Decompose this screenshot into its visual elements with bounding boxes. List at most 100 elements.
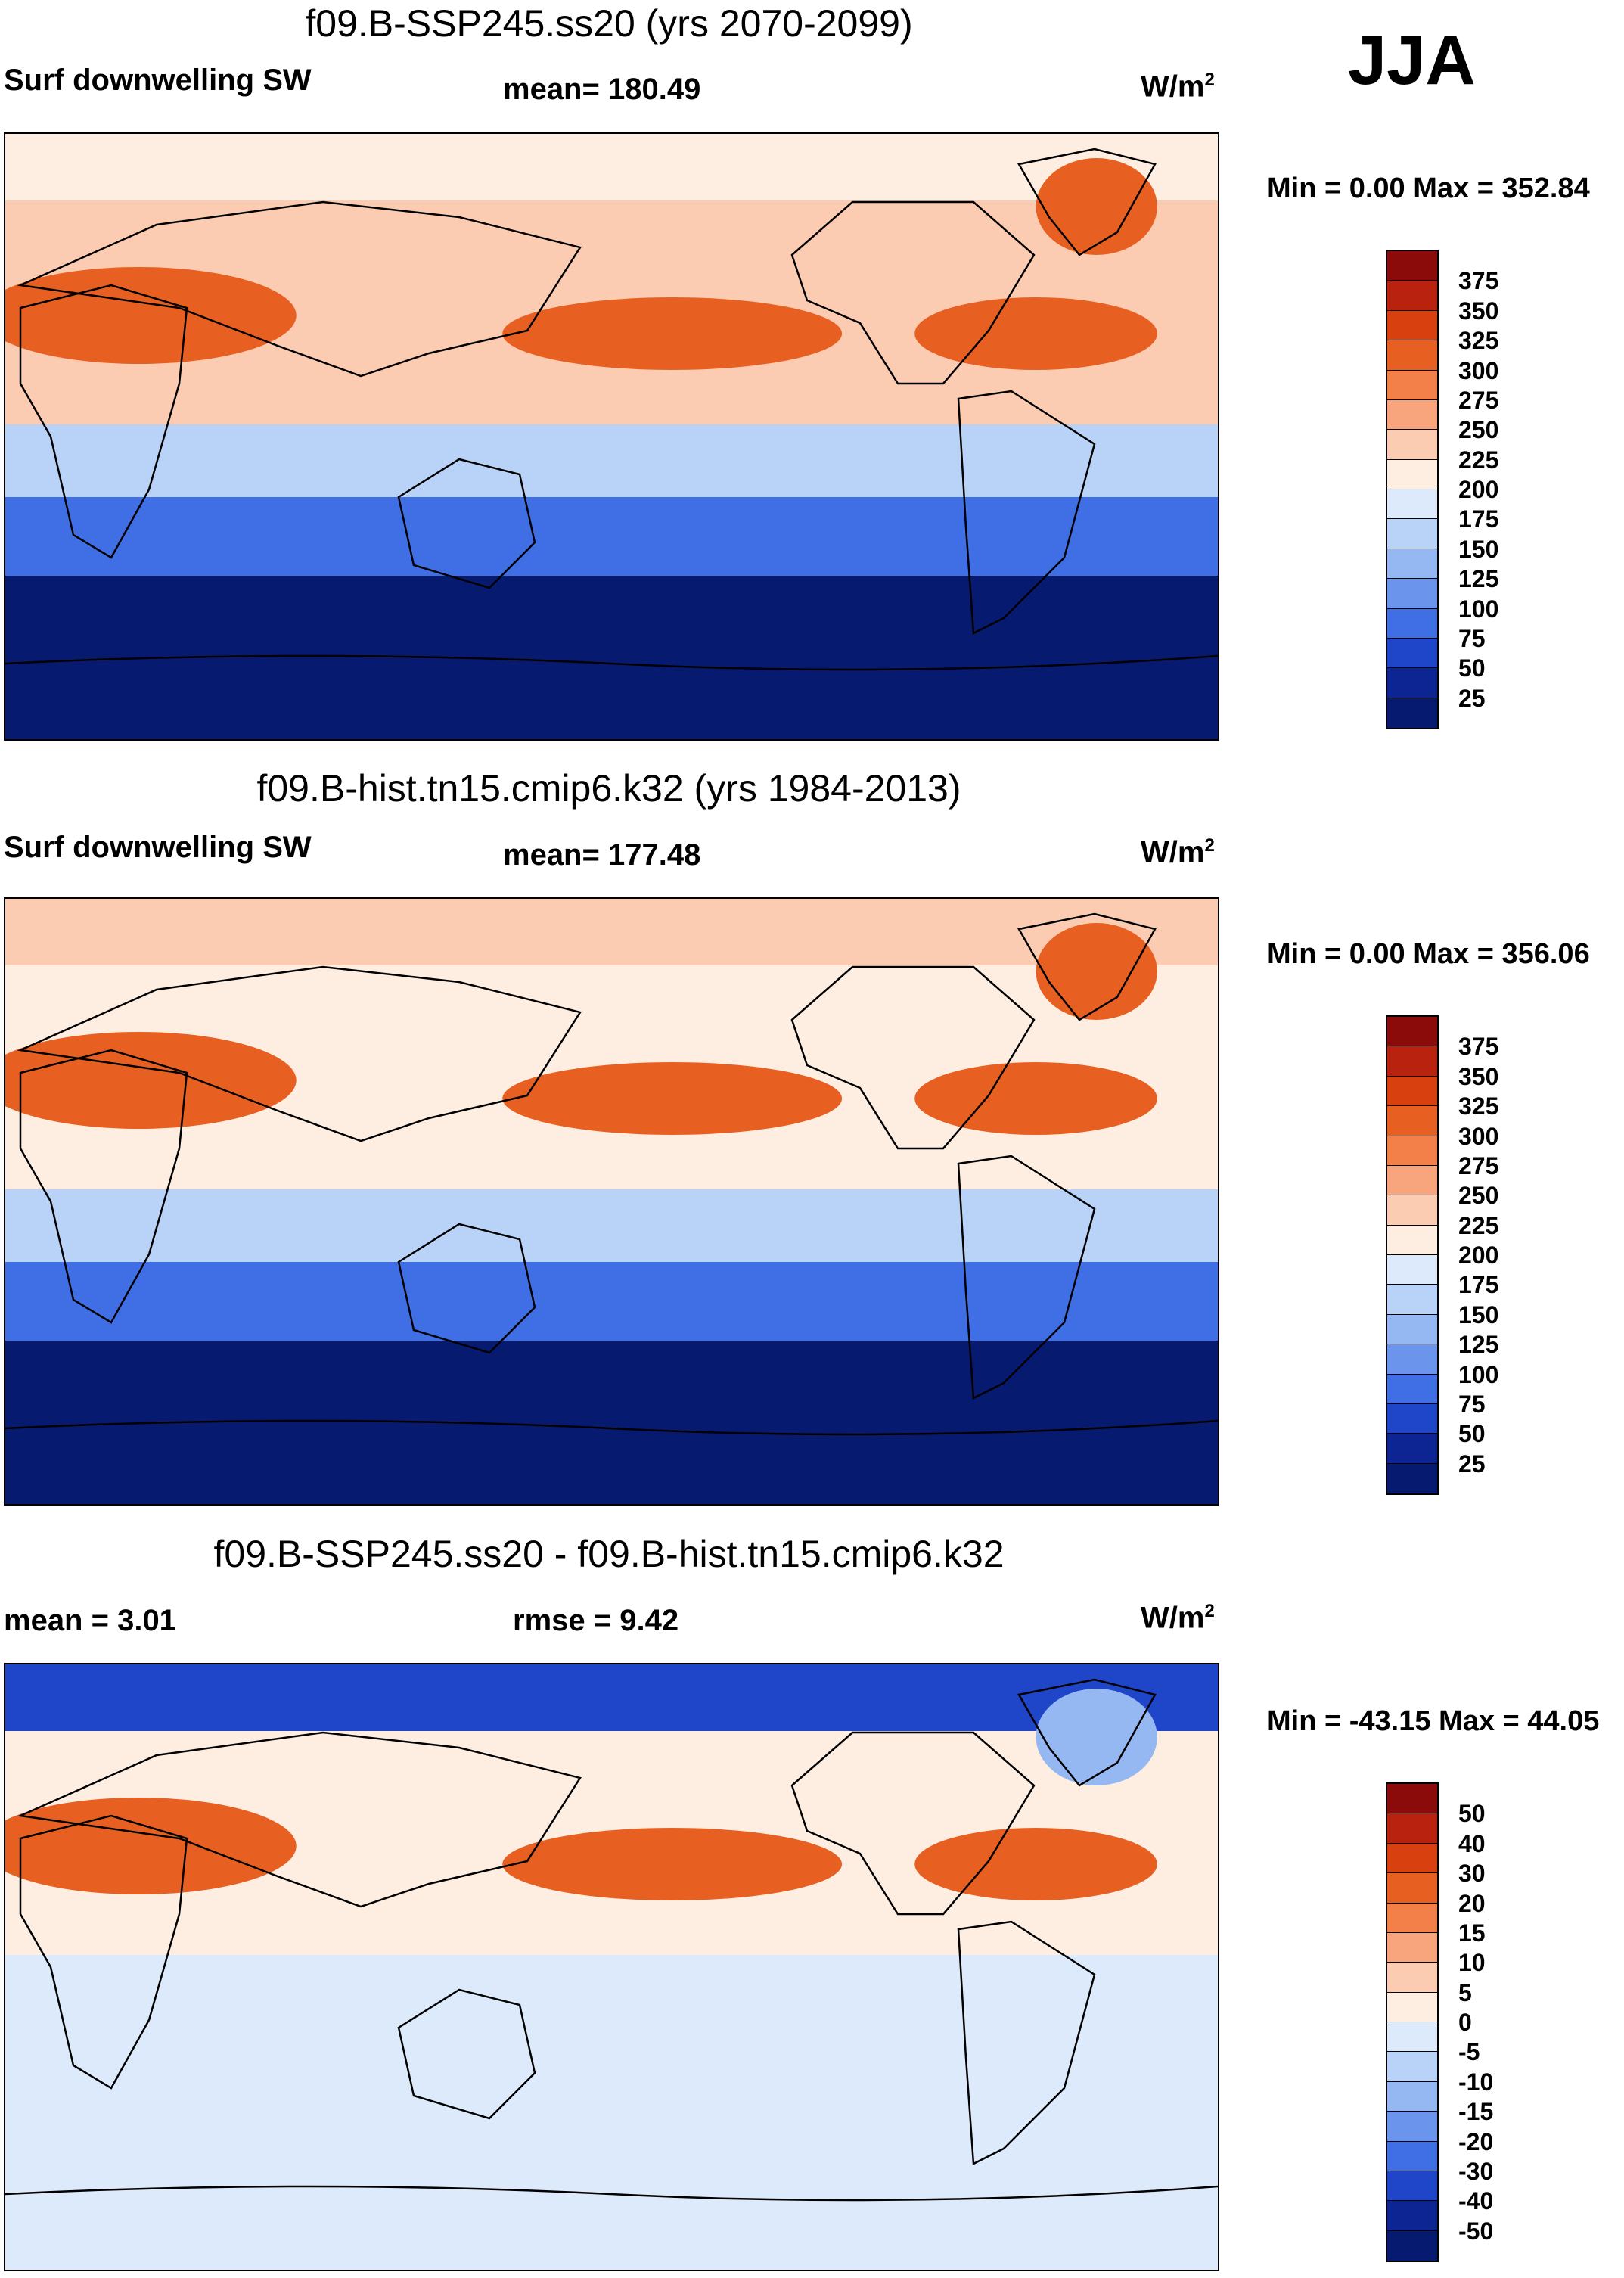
field-atlantic-high <box>914 297 1157 370</box>
continent-outline <box>1017 148 1157 256</box>
colorbar-swatch <box>1387 519 1437 549</box>
colorbar-tick-label: 350 <box>1458 297 1499 325</box>
colorbar-swatch <box>1387 251 1437 281</box>
field-mid-south-band <box>5 424 1218 497</box>
colorbar-tick-label: 50 <box>1458 654 1486 682</box>
continent-outline <box>19 1049 188 1324</box>
field-north-band <box>5 1664 1218 1731</box>
panel3-units: W/m2 <box>1141 1601 1215 1635</box>
panel3-mean-label: mean = 3.01 <box>4 1604 176 1637</box>
colorbar-tick-label: 275 <box>1458 386 1499 414</box>
continent-outline <box>17 965 582 1142</box>
colorbar-swatch <box>1387 2052 1437 2082</box>
panel2-mean-label: mean= 177.48 <box>503 838 701 872</box>
colorbar-swatch <box>1387 2081 1437 2112</box>
field-sahara-max <box>5 1032 297 1129</box>
colorbar-tick-label: 175 <box>1458 1271 1499 1299</box>
colorbar-swatch <box>1387 2230 1437 2261</box>
colorbar-swatch <box>1387 1165 1437 1196</box>
continent-outline <box>957 1155 1096 1400</box>
panel1-min-max: Min = 0.00 Max = 352.84 <box>1267 172 1590 204</box>
colorbar-swatch <box>1387 1195 1437 1226</box>
panel3-rmse-label: rmse = 9.42 <box>513 1604 679 1637</box>
colorbar-swatch <box>1387 340 1437 371</box>
panel3-units-base: W/m <box>1141 1601 1205 1635</box>
colorbar-tick-label: 125 <box>1458 1331 1499 1359</box>
panel1-variable-label: Surf downwelling SW <box>4 64 312 97</box>
field-pacific-high <box>502 1828 843 1900</box>
colorbar-tick-label: 375 <box>1458 1033 1499 1061</box>
colorbar-tick-label: 175 <box>1458 505 1499 533</box>
colorbar-swatch <box>1387 1225 1437 1255</box>
continent-outline <box>790 200 1036 385</box>
panel3-units-exponent: 2 <box>1204 1601 1215 1621</box>
antarctica-outline <box>5 654 1218 671</box>
colorbar-swatch <box>1387 1374 1437 1404</box>
continent-outline <box>790 1731 1036 1916</box>
panel1-units-exponent: 2 <box>1204 70 1215 90</box>
colorbar-swatch <box>1387 1843 1437 1874</box>
colorbar-swatch <box>1387 668 1437 698</box>
panel3-map <box>4 1663 1219 2271</box>
colorbar-tick-label: 25 <box>1458 1450 1486 1478</box>
colorbar-swatch <box>1387 1255 1437 1285</box>
antarctica-outline <box>5 1419 1218 1436</box>
continent-outline <box>397 1988 536 2120</box>
colorbar-tick-label: 200 <box>1458 1242 1499 1269</box>
field-south-band <box>5 2028 1218 2106</box>
colorbar-tick-label: 200 <box>1458 476 1499 503</box>
colorbar-tick-label: 75 <box>1458 624 1486 652</box>
colorbar-tick-label: -20 <box>1458 2127 1494 2155</box>
field-mid-south-band <box>5 1189 1218 1262</box>
colorbar-swatch <box>1387 579 1437 609</box>
colorbar-swatch <box>1387 1076 1437 1107</box>
colorbar-swatch <box>1387 638 1437 669</box>
field-north-band <box>5 899 1218 965</box>
panel1-title: f09.B-SSP245.ss20 (yrs 2070-2099) <box>305 2 913 45</box>
colorbar-swatch <box>1387 1932 1437 1963</box>
colorbar-swatch <box>1387 1344 1437 1375</box>
colorbar-tick-label: 30 <box>1458 1860 1486 1888</box>
colorbar-swatch <box>1387 1017 1437 1047</box>
panel2-title: f09.B-hist.tn15.cmip6.k32 (yrs 1984-2013… <box>256 767 961 810</box>
panel2-map <box>4 897 1219 1506</box>
field-greenland <box>1036 158 1157 255</box>
continent-outline <box>957 390 1096 635</box>
colorbar-tick-label: 125 <box>1458 565 1499 593</box>
colorbar-tick-label: 40 <box>1458 1829 1486 1857</box>
field-greenland <box>1036 923 1157 1020</box>
panel1-mean-label: mean= 180.49 <box>503 73 701 106</box>
field-south-band <box>5 497 1218 576</box>
continent-outline <box>1017 912 1157 1021</box>
colorbar-swatch <box>1387 2141 1437 2171</box>
colorbar-swatch <box>1387 2022 1437 2053</box>
colorbar-swatch <box>1387 459 1437 489</box>
colorbar-tick-label: 75 <box>1458 1390 1486 1418</box>
field-atlantic-high <box>914 1062 1157 1135</box>
colorbar-tick-label: 225 <box>1458 1211 1499 1239</box>
continent-outline <box>397 1223 536 1354</box>
colorbar-swatch <box>1387 1106 1437 1136</box>
colorbar-swatch <box>1387 2171 1437 2202</box>
colorbar-tick-label: 25 <box>1458 684 1486 712</box>
colorbar-tick-label: -5 <box>1458 2038 1480 2066</box>
colorbar-tick-label: 350 <box>1458 1062 1499 1090</box>
colorbar-tick-label: 325 <box>1458 327 1499 355</box>
colorbar-tick-label: -50 <box>1458 2217 1494 2245</box>
panel1-units: W/m2 <box>1141 70 1215 104</box>
colorbar-tick-label: 300 <box>1458 1122 1499 1150</box>
colorbar-tick-label: 100 <box>1458 595 1499 623</box>
field-pacific-high <box>502 1062 843 1135</box>
panel1-colorbar <box>1386 250 1439 729</box>
colorbar-swatch <box>1387 2201 1437 2231</box>
field-sahara-max <box>5 1798 297 1894</box>
field-mid-south-band <box>5 1955 1218 2028</box>
field-north-band <box>5 134 1218 200</box>
continent-outline <box>19 1814 188 2090</box>
colorbar-swatch <box>1387 549 1437 580</box>
panel3-title: f09.B-SSP245.ss20 - f09.B-hist.tn15.cmip… <box>213 1533 1005 1575</box>
colorbar-tick-label: 325 <box>1458 1092 1499 1120</box>
continent-outline <box>957 1920 1096 2165</box>
colorbar-swatch <box>1387 1784 1437 1814</box>
colorbar-swatch <box>1387 1314 1437 1345</box>
